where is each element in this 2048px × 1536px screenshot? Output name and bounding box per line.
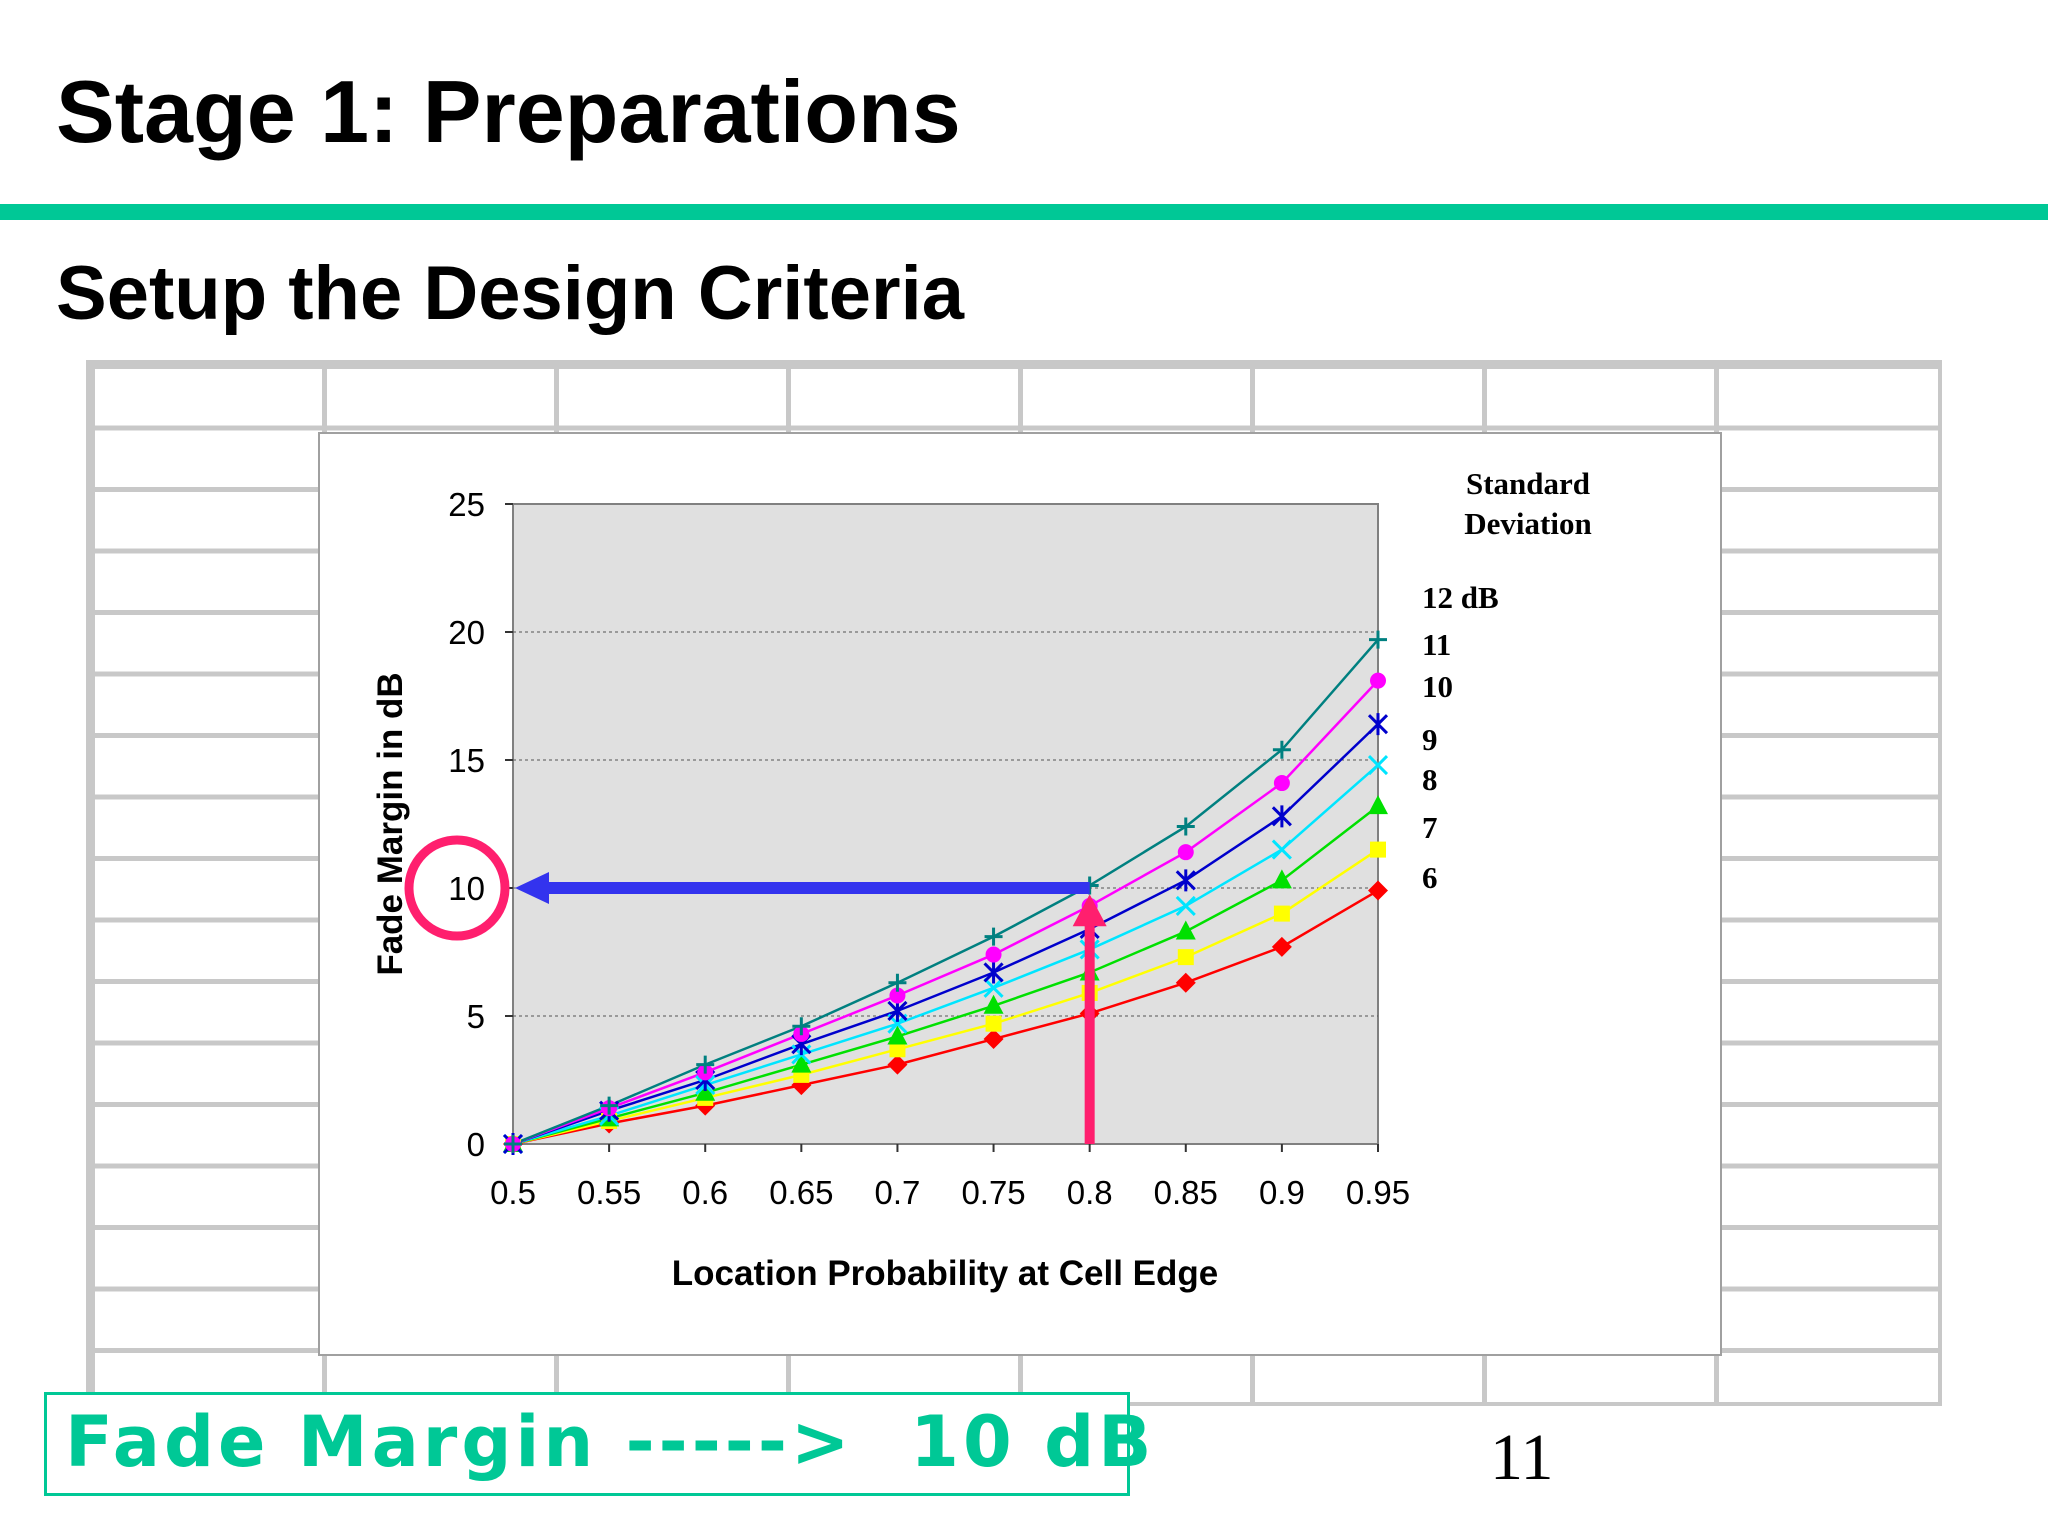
x-tick-label: 0.7 [875, 1174, 921, 1211]
series-label: 9 [1422, 722, 1438, 757]
x-tick-label: 0.5 [490, 1174, 536, 1211]
y-tick-label: 10 [448, 870, 485, 907]
series-point [985, 1015, 1002, 1032]
y-tick-label: 25 [448, 486, 485, 523]
series-point [1369, 630, 1387, 649]
plot-area [512, 503, 1379, 1145]
series-point [791, 1053, 812, 1073]
series-point [983, 1029, 1004, 1050]
series-point [1176, 817, 1195, 836]
series-line [512, 723, 1379, 1146]
y-tick-label: 20 [448, 614, 485, 651]
series-line [512, 638, 1379, 1146]
x-tick-label: 0.9 [1259, 1174, 1305, 1211]
series-point [1271, 805, 1292, 828]
series-label: 6 [1422, 860, 1438, 895]
x-tick-label: 0.95 [1346, 1174, 1410, 1211]
horizontal-arrow-head [515, 872, 549, 904]
series-point [1175, 972, 1196, 993]
series-point [983, 961, 1004, 984]
series-point [1368, 795, 1388, 815]
series-point [983, 994, 1004, 1014]
series-line [512, 764, 1379, 1146]
series-point [1272, 740, 1291, 759]
series-label: 7 [1422, 810, 1438, 845]
fade-margin-callout: Fade Margin -----> 10 dB [44, 1392, 1152, 1496]
series-line [512, 848, 1379, 1146]
series-point [1273, 775, 1290, 792]
series-label: 10 [1422, 669, 1453, 704]
series-point [984, 927, 1003, 946]
series-label: 12 dB [1422, 580, 1499, 615]
series-point [1175, 869, 1196, 892]
x-tick-label: 0.85 [1154, 1174, 1218, 1211]
series-point [1271, 869, 1292, 889]
y-tick-label: 0 [467, 1126, 485, 1163]
series-point [1367, 755, 1389, 776]
series-point [1370, 672, 1386, 689]
legend-title: Standard Deviation [1464, 466, 1591, 541]
x-tick-label: 0.75 [961, 1174, 1025, 1211]
series-point [1367, 713, 1389, 736]
series-line [512, 805, 1379, 1146]
series-point [1175, 920, 1196, 940]
series-point [1273, 905, 1290, 922]
series-point [888, 973, 907, 992]
series-point [1370, 841, 1386, 858]
x-tick-label: 0.6 [682, 1174, 728, 1211]
page-number: 11 [1490, 1421, 1554, 1494]
series-line [512, 889, 1379, 1146]
series-point [1368, 880, 1388, 901]
series-point [887, 1025, 908, 1045]
y-tick-label: 5 [467, 998, 485, 1035]
series-point [1271, 936, 1292, 957]
series-point [887, 1054, 908, 1075]
chart-panel: 0 5 10 15 20 25 0.5 0.55 0.6 0.65 0.7 0.75 0.8 0.85 0… [318, 432, 1722, 1356]
series-point [1271, 839, 1292, 860]
series-point [1177, 844, 1194, 861]
slide-subtitle: Setup the Design Criteria [56, 251, 964, 336]
legend-title-line: Deviation [1464, 506, 1591, 541]
series-label: 11 [1422, 627, 1451, 662]
fade-margin-chart: 0 5 10 15 20 25 0.5 0.55 0.6 0.65 0.7 0.75 0.8 0.85 0… [371, 466, 1592, 1293]
callout-text: Fade Margin -----> 10 dB [65, 1401, 1156, 1483]
highlight-circle [404, 835, 510, 941]
y-axis-label: Fade Margin in dB [371, 672, 410, 975]
x-tick-label: 0.8 [1067, 1174, 1113, 1211]
series-point [1177, 949, 1194, 966]
x-tick-label: 0.65 [769, 1174, 833, 1211]
slide-title: Stage 1: Preparations [56, 62, 961, 161]
series-point [889, 987, 906, 1004]
series-point [887, 999, 908, 1022]
series-point [695, 1081, 716, 1101]
series-line [512, 679, 1379, 1146]
series-point [889, 1041, 906, 1058]
y-tick-label: 15 [448, 742, 485, 779]
legend-title-line: Standard [1466, 466, 1590, 501]
series-label: 8 [1422, 762, 1438, 797]
series-point [1175, 895, 1196, 916]
series-point [985, 946, 1002, 963]
series-point [983, 977, 1004, 998]
series-point [792, 1017, 811, 1036]
x-tick-label: 0.55 [577, 1174, 641, 1211]
title-divider [0, 204, 2048, 220]
vertical-arrow-head [1072, 894, 1107, 927]
series-point [600, 1096, 619, 1115]
series-point [696, 1055, 715, 1074]
x-axis-label: Location Probability at Cell Edge [672, 1254, 1218, 1293]
series-point [504, 1135, 522, 1153]
